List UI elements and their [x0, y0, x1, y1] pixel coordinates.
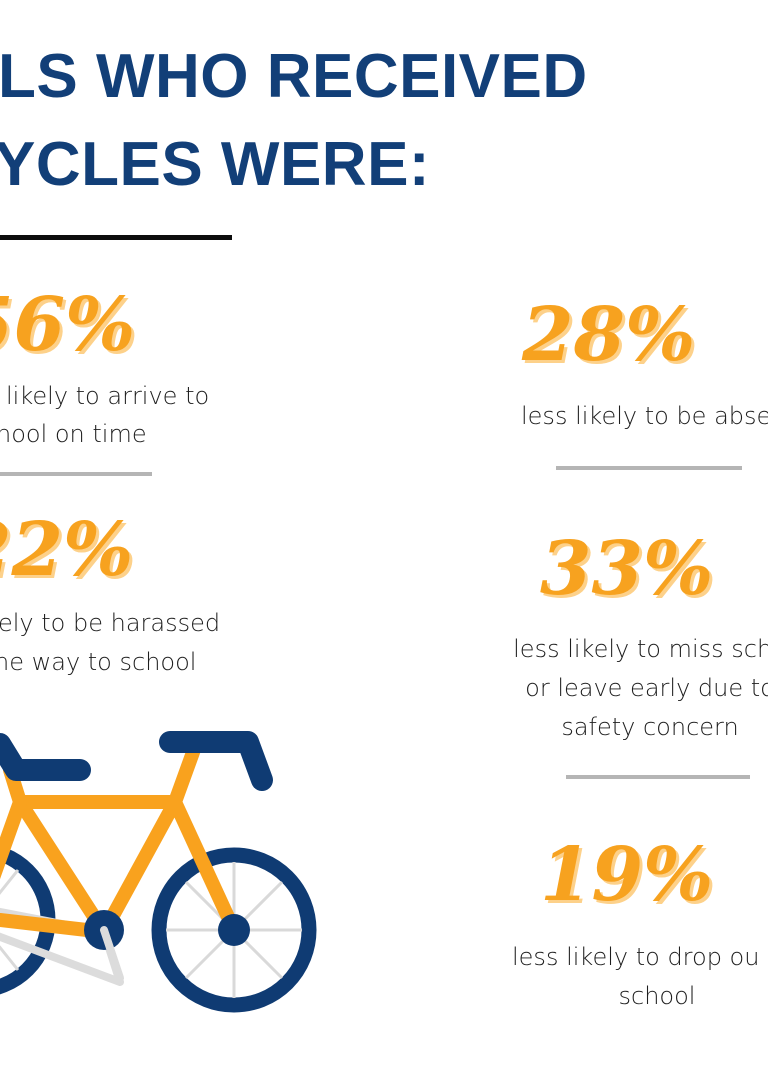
- stat-desc-miss-school-line-1: less likely to miss scho: [513, 635, 768, 663]
- rear-hub: [218, 914, 250, 946]
- stat-desc-drop-out-line-1: less likely to drop ou: [512, 943, 760, 971]
- stat-desc-harassed-line-1: ely to be harassed: [0, 609, 221, 637]
- handlebar: [159, 731, 273, 791]
- bicycle-seat: [0, 733, 91, 781]
- stat-desc-absent: less likely to be abse: [521, 402, 768, 430]
- title-underline: [0, 235, 232, 240]
- stat-desc-on-time-line-2: hool on time: [0, 420, 147, 448]
- divider-right-1: [556, 466, 742, 470]
- stat-desc-harassed-line-2: ne way to school: [0, 648, 197, 676]
- stat-desc-miss-school-line-2: or leave early due to: [525, 674, 768, 702]
- page-title-line-2: YCLES WERE:: [0, 130, 431, 199]
- divider-left-1: [0, 472, 152, 476]
- stat-desc-miss-school-line-3: safety concern: [561, 713, 739, 741]
- page-title-line-1: LS WHO RECEIVED: [0, 42, 588, 111]
- bicycle-icon: [0, 731, 317, 1013]
- bicycle-frame: [0, 737, 241, 939]
- stat-desc-drop-out-line-2: school: [618, 982, 696, 1010]
- stat-value-absent: 28%: [522, 292, 696, 378]
- stat-value-drop-out: 19%: [540, 832, 714, 918]
- stat-desc-on-time-line-1: likely to arrive to: [6, 382, 210, 410]
- stat-value-on-time: 56%: [0, 282, 136, 368]
- stat-value-harassed: 22%: [0, 507, 134, 593]
- rear-wheel-rim: [151, 847, 317, 1013]
- divider-right-2: [566, 775, 750, 779]
- stat-value-miss-school: 33%: [540, 526, 714, 612]
- pedal-arm: [100, 926, 124, 982]
